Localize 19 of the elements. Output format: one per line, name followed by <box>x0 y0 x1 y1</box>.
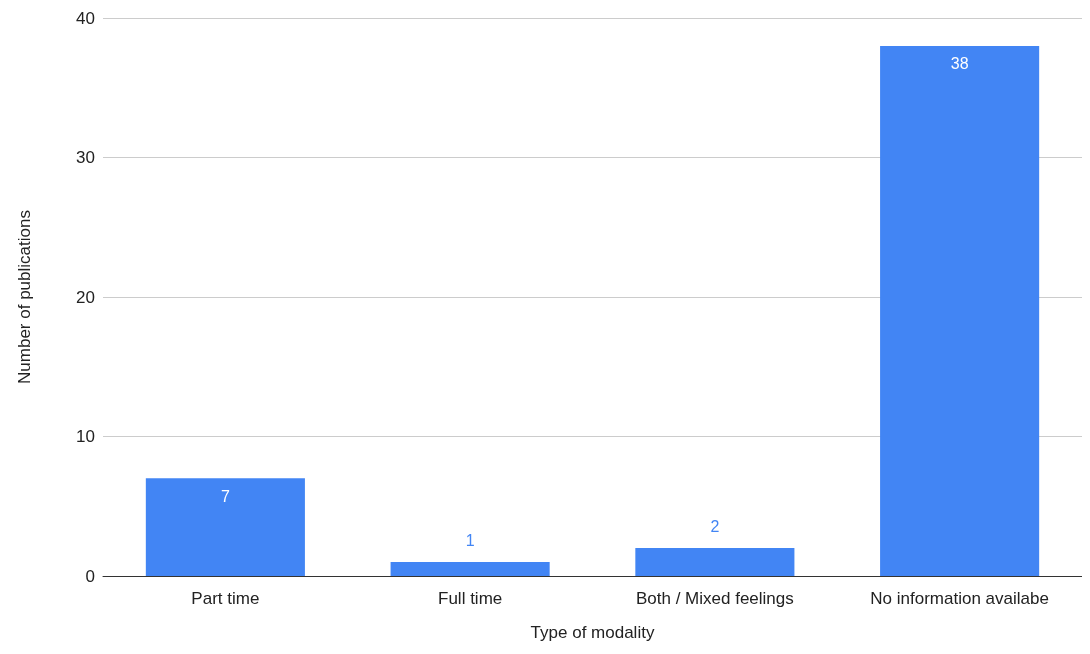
x-tick-label: No information availabe <box>870 589 1049 608</box>
data-label: 7 <box>220 487 230 505</box>
x-tick-label: Full time <box>438 589 503 608</box>
y-axis-title: Number of publications <box>15 210 34 384</box>
y-tick-label: 0 <box>85 566 95 586</box>
y-tick-label: 30 <box>76 148 95 167</box>
data-label: 38 <box>950 55 969 73</box>
bar <box>635 548 795 576</box>
bar <box>880 45 1040 576</box>
y-tick-label: 40 <box>76 8 95 28</box>
data-label: 1 <box>465 531 475 549</box>
x-tick-label: Part time <box>191 589 260 608</box>
y-tick-label: 10 <box>76 427 95 446</box>
bar <box>145 478 305 576</box>
bar <box>390 562 550 576</box>
x-axis-title: Type of modality <box>530 623 655 642</box>
data-label: 2 <box>710 517 720 535</box>
y-tick-label: 20 <box>76 287 95 307</box>
x-tick-label: Both / Mixed feelings <box>635 589 794 608</box>
